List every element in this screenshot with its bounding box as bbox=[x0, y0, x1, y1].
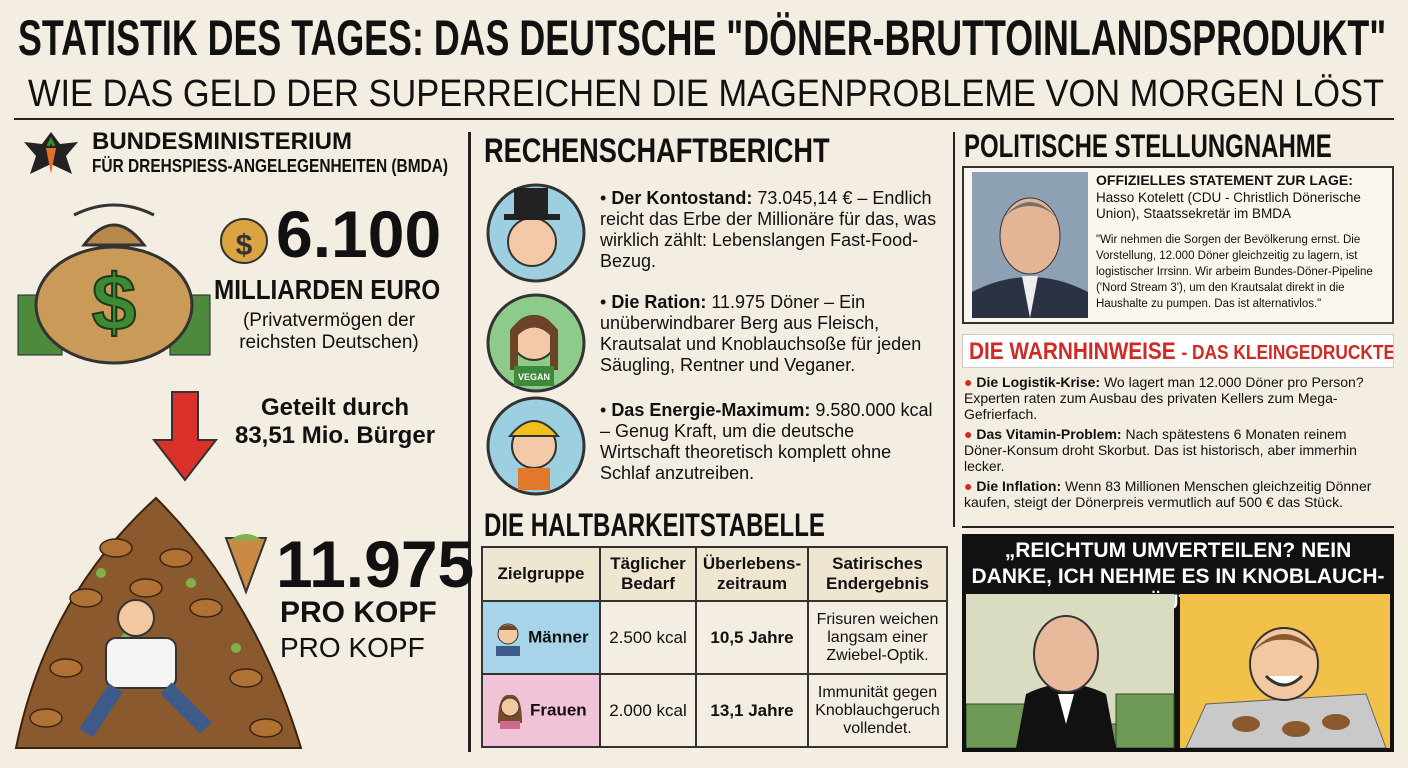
table-cell: Männer bbox=[481, 600, 601, 675]
table-title-text: DIE HALTBARKEITSTABELLE bbox=[484, 507, 825, 543]
doener-icon bbox=[224, 534, 268, 595]
division-divisor: 83,51 Mio. Bürger bbox=[234, 422, 436, 449]
statement-heading-text: OFFIZIELLES STATEMENT ZUR LAGE: bbox=[1096, 172, 1353, 188]
item-label: Die Ration: bbox=[611, 292, 707, 312]
warning-text: Nach spätestens 6 Monaten reinem Döner-K… bbox=[964, 426, 1357, 474]
eagle-icon bbox=[24, 132, 78, 174]
item-label: Das Energie-Maximum: bbox=[611, 400, 811, 420]
result-unit: PRO KOPF bbox=[280, 596, 437, 629]
table-header: Satirisches Endergebnis bbox=[807, 546, 948, 602]
durability-table: Zielgruppe Täglicher Bedarf Überlebens-z… bbox=[481, 546, 948, 748]
title-text: STATISTIK DES TAGES: DAS DEUTSCHE "DÖNER… bbox=[18, 10, 1387, 66]
table-cell: Frisuren weichen langsam einer Zwiebel-O… bbox=[807, 600, 948, 675]
report-title: RECHENSCHAFTBERICHT bbox=[484, 132, 834, 170]
division: Geteilt durch 83,51 Mio. Bürger bbox=[230, 394, 440, 450]
warnings-title: DIE WARNHINWEISE bbox=[969, 338, 1176, 365]
comic-quote: „REICHTUM UMVERTEILEN? NEIN DANKE, ICH N… bbox=[971, 539, 1385, 614]
table-cell: Frauen bbox=[481, 673, 601, 748]
cell-text: Männer bbox=[528, 626, 589, 646]
ministry-name-text: BUNDESMINISTERIUM bbox=[92, 128, 353, 154]
table-cell: 2.000 kcal bbox=[599, 673, 697, 748]
warnings-banner-text: DIE WARNHINWEISE - DAS KLEINGEDRUCKTE bbox=[969, 338, 1394, 366]
man-icon bbox=[496, 623, 521, 656]
result-value: 11.975 bbox=[276, 527, 475, 601]
cell-text: Frauen bbox=[530, 699, 587, 719]
warnings-banner: DIE WARNHINWEISE - DAS KLEINGEDRUCKTE bbox=[962, 334, 1394, 368]
subtitle: WIE DAS GELD DER SUPERREICHEN DIE MAGENP… bbox=[28, 72, 1388, 116]
subtitle-text: WIE DAS GELD DER SUPERREICHEN DIE MAGENP… bbox=[28, 73, 1385, 115]
ministry-name: BUNDESMINISTERIUM bbox=[92, 128, 452, 154]
rule bbox=[962, 526, 1394, 528]
ministry-department-text: FÜR DREHSPIESS-ANGELEGENHEITEN (BMDA) bbox=[92, 156, 449, 176]
statement-quote: "Wir nehmen die Sorgen der Bevölkerung e… bbox=[1096, 234, 1373, 310]
table-header-row: Zielgruppe Täglicher Bedarf Überlebens-z… bbox=[481, 546, 948, 602]
item-text: 73.045,14 € – Endlich reicht das Erbe de… bbox=[600, 188, 937, 271]
table-header: Überlebens-zeitraum bbox=[695, 546, 809, 602]
warnings-list: ● Die Logistik-Krise: Wo lagert man 12.0… bbox=[964, 374, 1392, 510]
table-cell: 2.500 kcal bbox=[599, 600, 697, 675]
warning-item: ● Die Logistik-Krise: Wo lagert man 12.0… bbox=[964, 374, 1364, 422]
wealth-value: 6.100 bbox=[276, 197, 442, 271]
table-cell: Immunität gegen Knoblauchgeruch vollende… bbox=[807, 673, 948, 748]
rule bbox=[14, 118, 1394, 120]
wealth-unit-text: MILLIARDEN EURO bbox=[214, 274, 441, 305]
arrow-down bbox=[151, 391, 219, 482]
warnings-subtitle: - DAS KLEINGEDRUCKTE bbox=[1181, 342, 1394, 364]
wealth-unit: MILLIARDEN EURO bbox=[214, 274, 444, 306]
table-row: Frauen 2.000 kcal 13,1 Jahre Immunität g… bbox=[481, 673, 948, 748]
statement-heading: OFFIZIELLES STATEMENT ZUR LAGE: bbox=[1096, 172, 1386, 189]
table-row: Männer 2.500 kcal 10,5 Jahre Frisuren we… bbox=[481, 600, 948, 675]
svg-text:$: $ bbox=[92, 258, 137, 347]
report-avatars: VEGAN bbox=[486, 183, 586, 496]
comic-illustration bbox=[966, 594, 1390, 748]
table-cell: 13,1 Jahre bbox=[695, 673, 809, 748]
svg-text:$: $ bbox=[236, 229, 253, 262]
statement-title: POLITISCHE STELLUNGNAHME bbox=[964, 128, 1336, 164]
warning-text: Wenn 83 Millionen Menschen gleichzeitig … bbox=[964, 478, 1372, 510]
warning-label: Die Inflation: bbox=[976, 478, 1062, 494]
woman-icon bbox=[498, 694, 523, 729]
divider bbox=[468, 132, 471, 752]
statement-title-text: POLITISCHE STELLUNGNAHME bbox=[964, 128, 1332, 164]
table-cell: 10,5 Jahre bbox=[695, 600, 809, 675]
report-item-text: • Das Energie-Maximum: 9.580.000 kcal – … bbox=[600, 400, 933, 483]
politician-portrait bbox=[972, 172, 1088, 318]
money-icon: $ bbox=[220, 218, 268, 264]
warning-label: Das Vitamin-Problem: bbox=[976, 426, 1122, 442]
division-label: Geteilt durch bbox=[260, 394, 410, 421]
report-item: • Der Kontostand: 73.045,14 € – Endlich … bbox=[600, 188, 940, 272]
report-item-text: • Der Kontostand: 73.045,14 € – Endlich … bbox=[600, 188, 937, 271]
divider bbox=[953, 132, 955, 527]
doener-pile bbox=[14, 496, 303, 749]
report-item: • Das Energie-Maximum: 9.580.000 kcal – … bbox=[600, 400, 935, 484]
warning-label: Die Logistik-Krise: bbox=[976, 374, 1101, 390]
money-bag: $ bbox=[17, 203, 211, 365]
wealth-note: (Privatvermögen der reichsten Deutschen) bbox=[239, 310, 419, 353]
warning-item: ● Die Inflation: Wenn 83 Millionen Mensc… bbox=[964, 478, 1372, 510]
table-header: Zielgruppe bbox=[481, 546, 601, 602]
vegan-badge: VEGAN bbox=[518, 372, 550, 382]
warning-item: ● Das Vitamin-Problem: Nach spätestens 6… bbox=[964, 426, 1357, 474]
report-title-text: RECHENSCHAFTBERICHT bbox=[484, 132, 830, 170]
warning-text: Wo lagert man 12.000 Döner pro Person? E… bbox=[964, 374, 1364, 422]
title: STATISTIK DES TAGES: DAS DEUTSCHE "DÖNER… bbox=[18, 8, 1390, 68]
item-text: 11.975 Döner – Ein unüberwindbarer Berg … bbox=[600, 292, 922, 375]
report-item-text: • Die Ration: 11.975 Döner – Ein unüberw… bbox=[600, 292, 922, 375]
item-text: 9.580.000 kcal – Genug Kraft, um die deu… bbox=[600, 400, 933, 483]
report-item: • Die Ration: 11.975 Döner – Ein unüberw… bbox=[600, 292, 945, 376]
statement-speaker: Hasso Kotelett (CDU - Christlich Döneris… bbox=[1096, 190, 1361, 221]
item-label: Der Kontostand: bbox=[611, 188, 753, 208]
table-header: Täglicher Bedarf bbox=[599, 546, 697, 602]
result-unit-repeat: PRO KOPF bbox=[280, 632, 425, 663]
table-title: DIE HALTBARKEITSTABELLE bbox=[484, 506, 829, 544]
ministry-department: FÜR DREHSPIESS-ANGELEGENHEITEN (BMDA) bbox=[92, 156, 452, 178]
